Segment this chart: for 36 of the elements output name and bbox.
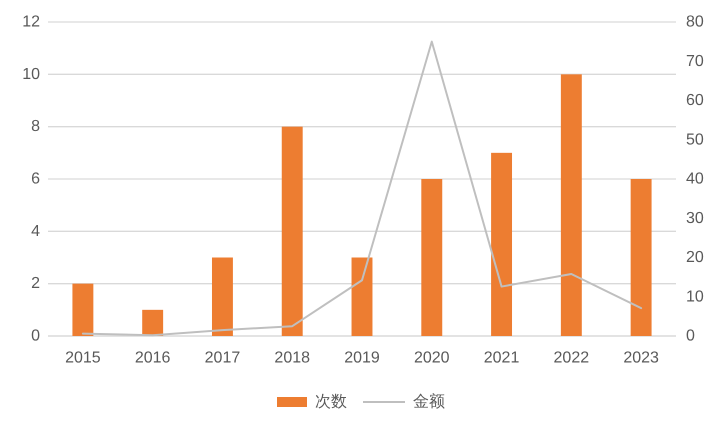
- x-tick-label: 2019: [344, 350, 380, 366]
- y-tick-label: 10: [22, 66, 40, 83]
- x-tick-label: 2015: [65, 350, 101, 366]
- x-tick-label: 2017: [204, 350, 240, 366]
- y2-tick-label: 20: [686, 249, 704, 266]
- y2-tick-label: 10: [686, 288, 704, 306]
- y-tick-label: 2: [31, 275, 40, 292]
- x-tick-label: 2023: [623, 350, 660, 366]
- bar: [352, 258, 372, 336]
- y2-tick-label: 0: [686, 328, 695, 344]
- x-tick-label: 2020: [414, 350, 450, 366]
- bar: [72, 284, 94, 336]
- y2-tick-label: 40: [686, 170, 704, 188]
- bar: [491, 152, 512, 336]
- y-tick-label: 4: [31, 222, 40, 240]
- y2-tick-label: 60: [686, 92, 704, 109]
- y-tick-label: 0: [31, 328, 40, 344]
- y-tick-label: 12: [22, 14, 40, 30]
- bar: [560, 74, 582, 336]
- x-tick-label: 2016: [134, 350, 171, 366]
- x-tick-label: 2018: [274, 350, 310, 366]
- bar: [282, 126, 303, 336]
- x-tick-label: 2022: [554, 350, 590, 366]
- legend-label: 金额: [413, 392, 445, 410]
- bar: [142, 310, 164, 336]
- y2-tick-label: 50: [686, 131, 704, 148]
- x-tick-label: 2021: [484, 350, 520, 366]
- y-tick-label: 8: [31, 118, 40, 136]
- bar: [212, 258, 233, 336]
- y2-tick-label: 80: [686, 14, 704, 30]
- y2-tick-label: 70: [686, 52, 704, 70]
- bar: [421, 179, 442, 336]
- legend-label: 次数: [315, 394, 347, 410]
- y-tick-label: 6: [31, 170, 40, 188]
- y2-tick-label: 30: [686, 210, 704, 227]
- bar: [630, 179, 652, 336]
